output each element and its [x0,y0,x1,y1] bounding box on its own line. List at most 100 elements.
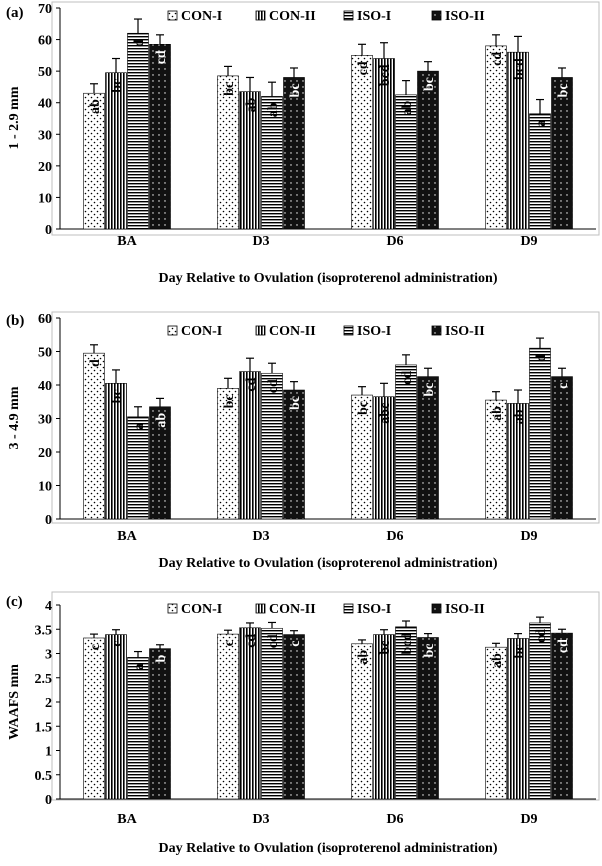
bar [417,70,439,230]
data-label: cd [244,377,259,391]
chart-frame [51,1,600,236]
bar [529,622,551,800]
bar [417,376,439,520]
x-tick-label: D3 [252,812,269,827]
data-label: cd [556,639,571,653]
legend-swatch [255,603,266,614]
data-label: c [222,640,237,646]
x-tick-label: D9 [520,529,537,544]
legend-entry: ISO-II [445,602,485,617]
bar [283,77,305,230]
bar [217,75,239,230]
y-axis-label: 1 - 2.9 mm [7,86,22,149]
data-label: d [88,359,103,367]
y-tick-label: 3.5 [35,623,53,638]
x-tick-label: D3 [252,234,269,249]
data-label: cd [356,61,371,75]
x-tick-label: D3 [252,529,269,544]
legend-entry: CON-II [269,602,316,617]
y-tick-label: 0 [45,223,52,238]
legend-entry: CON-II [269,9,316,24]
data-label: cd [490,52,505,66]
bar [127,32,149,230]
chart-panel-0: (a) 1 - 2.9 mm 0 10 20 30 40 50 60 70 CON-I CON-II I… [6,1,600,286]
legend-swatch [255,325,266,336]
bar [351,643,373,800]
legend-swatch [255,10,266,21]
data-label: bc [288,83,303,97]
bar [283,634,305,800]
data-label: bcd [512,58,527,80]
y-tick-label: 70 [38,2,52,17]
y-tick-label: 50 [38,346,52,361]
bar [127,657,149,800]
data-label: bc [288,396,303,410]
data-label: d [534,354,549,362]
legend-entry: CON-I [181,324,222,339]
panel-label: (c) [6,594,23,610]
bar [127,416,149,520]
bar [529,347,551,520]
data-label: bc [556,83,571,97]
x-tick-label: D9 [520,234,537,249]
data-label: bc [222,82,237,96]
data-label: a [132,663,147,670]
legend-swatch [343,603,354,614]
legend-entry: CON-I [181,602,222,617]
data-label: bc [356,401,371,415]
chart-panel-1: (b) 3 - 4.9 mm 0 10 20 30 40 50 60 CON-I CON-II ISO… [6,311,600,571]
data-label: cd [534,629,549,643]
data-label: bc [422,383,437,397]
y-axis-label: WAAFS mm [7,664,22,740]
data-label: bcd [400,633,415,655]
data-label: b [154,654,169,662]
bar [373,634,395,800]
legend-entry: ISO-I [357,602,391,617]
data-label: ab [512,409,527,424]
x-tick-label: D6 [386,234,403,249]
data-label: ab [244,97,259,112]
y-tick-label: 20 [38,160,52,175]
legend-swatch [167,325,178,336]
legend-entry: ISO-I [357,324,391,339]
data-label: bcd [378,64,393,86]
panel-label: (a) [6,5,24,21]
bar [551,376,573,520]
y-tick-label: 3 [45,648,52,663]
data-label: bc [378,641,393,655]
data-label: cd [266,379,281,393]
chart-frame [51,591,600,801]
y-tick-label: 1 [45,745,52,760]
x-tick-label: BA [117,529,137,544]
legend-swatch [343,10,354,21]
bar [105,72,127,230]
bar [351,55,373,230]
panel-label: (b) [6,313,24,329]
y-tick-label: 40 [38,379,52,394]
legend-entry: ISO-II [445,324,485,339]
data-label: ab [154,413,169,428]
bar [551,77,573,230]
data-label: bc [222,394,237,408]
x-axis-label: Day Relative to Ovulation (isoproterenol… [159,556,498,571]
data-label: ab [88,99,103,114]
data-label: bc [110,79,125,93]
data-label: ab [400,101,415,116]
data-label: c [556,383,571,389]
y-tick-label: 30 [38,413,52,428]
y-tick-label: 2 [45,696,52,711]
data-label: bc [512,644,527,658]
legend-swatch [431,325,442,336]
bar [239,371,261,520]
data-label: c [110,641,125,647]
bar [507,638,529,800]
x-tick-label: BA [117,812,137,827]
data-label: bc [110,389,125,403]
legend-swatch [431,603,442,614]
x-axis-label: Day Relative to Ovulation (isoproterenol… [159,271,498,286]
bar [529,113,551,230]
bar [261,627,283,800]
legend-swatch [167,603,178,614]
legend-swatch [343,325,354,336]
